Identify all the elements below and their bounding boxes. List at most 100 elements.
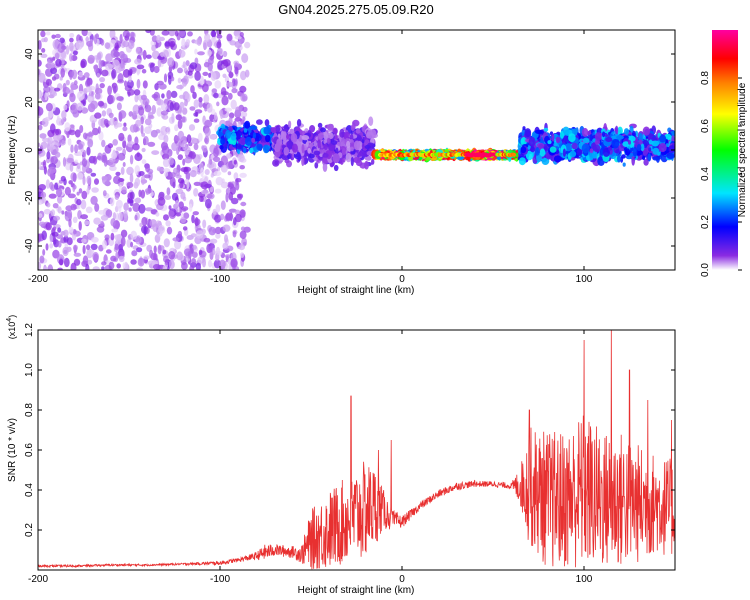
- spectrogram-cell: [202, 257, 206, 268]
- spectrogram-cell: [76, 191, 80, 196]
- spectrogram-cell: [98, 210, 106, 215]
- spectrogram-cell: [63, 257, 70, 268]
- snr-x-ticks: -200 -100 0 100: [28, 330, 593, 585]
- spectrogram-cell: [339, 128, 345, 138]
- spectrogram-cell: [195, 262, 201, 270]
- spectrogram-cell: [222, 73, 227, 79]
- spectrogram-cell: [116, 102, 122, 111]
- spectrogram-cell: [135, 119, 142, 127]
- spectrogram-cell: [45, 78, 53, 86]
- spectrogram-cell: [220, 137, 226, 145]
- spectrogram-cell: [54, 151, 61, 158]
- spectrogram-cell: [115, 251, 119, 260]
- spectrogram-cell: [228, 208, 237, 213]
- spectrogram-cell: [236, 132, 241, 142]
- spectrogram-cell: [309, 153, 315, 159]
- spectrogram-cell: [55, 58, 62, 67]
- spectrogram-cell: [118, 132, 125, 142]
- spectrogram-cell: [217, 47, 223, 55]
- spectrogram-cell: [168, 210, 175, 217]
- spectrogram-cell: [54, 52, 60, 60]
- spectrogram-cell: [54, 87, 61, 92]
- spectrogram-cell: [166, 126, 171, 135]
- spectrogram-cell: [112, 212, 117, 221]
- spectrogram-cell: [113, 85, 117, 94]
- spectrogram-cell: [46, 202, 51, 208]
- snr-multiplier-base: (x10: [7, 322, 17, 340]
- spectrogram-cell: [124, 80, 128, 87]
- spectrogram-cell: [140, 124, 144, 135]
- spectrogram-cell: [320, 127, 326, 133]
- spectrogram-cell: [98, 244, 104, 252]
- spectrogram-cell: [236, 143, 242, 150]
- spectrogram-cell: [212, 228, 217, 234]
- spectrogram-cell: [134, 136, 139, 146]
- spectrogram-cell: [165, 220, 171, 227]
- spectrogram-cell: [102, 175, 110, 185]
- spectrogram-cell: [636, 144, 642, 151]
- spectrogram-cell: [164, 41, 171, 47]
- spectrogram-cell: [177, 154, 183, 161]
- spectrogram-cell: [371, 158, 375, 165]
- spectrogram-cell: [233, 159, 237, 165]
- spectrogram-cell: [593, 144, 601, 153]
- spectrogram-cell: [249, 147, 254, 154]
- spectrogram-cell: [160, 125, 168, 136]
- spectrogram-cell: [167, 57, 175, 67]
- spectrogram-cell: [181, 77, 188, 87]
- spectrogram-cell: [161, 30, 170, 36]
- spectrogram-cell: [174, 239, 182, 250]
- spectrogram-cell: [346, 140, 351, 149]
- spectrogram-cell: [210, 173, 214, 178]
- spectrogram-cell: [234, 209, 241, 215]
- spectrogram-cell: [335, 147, 339, 155]
- spectrogram-cell: [111, 152, 118, 160]
- spectrogram-cell: [652, 147, 660, 155]
- spectrogram-cell: [118, 212, 123, 221]
- spectrogram-cell: [149, 62, 155, 73]
- spectrogram-cell: [213, 156, 221, 163]
- spectrogram-cell: [87, 138, 94, 148]
- spectrogram-cell: [69, 71, 73, 80]
- spectrogram-cell: [94, 112, 102, 119]
- spectrogram-cell: [111, 68, 117, 79]
- spectrogram-cell: [151, 150, 160, 156]
- spectrogram-cell: [602, 147, 610, 157]
- spectrogram-cell: [143, 226, 147, 236]
- spectrogram-cell: [235, 48, 241, 56]
- spectrogram-cell: [212, 248, 216, 256]
- spectrogram-cell: [615, 149, 621, 154]
- spectrogram-cell: [116, 263, 121, 269]
- spectrogram-cell: [192, 244, 197, 250]
- spectrogram-cell: [38, 90, 41, 99]
- spectrogram-cell: [75, 40, 83, 50]
- spectrogram-cell: [228, 191, 234, 201]
- spectrogram-cell: [49, 181, 54, 190]
- spectrogram-cell: [50, 67, 58, 75]
- spectrogram-cell: [230, 258, 238, 268]
- spectrogram-cell: [151, 35, 158, 43]
- spectrogram-cell: [309, 125, 316, 133]
- spectrogram-cell: [56, 134, 63, 140]
- spectrogram-cell: [130, 230, 138, 240]
- spectrogram-cell: [52, 203, 59, 209]
- spectrogram-cell: [568, 133, 576, 143]
- spectrogram-cell: [239, 230, 247, 239]
- spectrogram-cell: [87, 54, 95, 64]
- spectrogram-cell: [350, 146, 354, 152]
- spectrogram-cell: [138, 189, 142, 198]
- spectrogram-cell: [322, 153, 329, 158]
- spectrogram-cell: [185, 39, 191, 45]
- spectrogram-cell: [213, 92, 219, 99]
- spectrogram-cell: [78, 71, 84, 78]
- spectrogram-cell: [81, 158, 88, 167]
- spectrogram-cell: [238, 244, 245, 251]
- spectrogram-cell: [86, 132, 94, 137]
- spectrogram-cell: [91, 236, 99, 243]
- spectrogram-cell: [71, 69, 78, 80]
- spectrogram-cell: [239, 32, 244, 37]
- x-tick-label: 0: [399, 574, 405, 585]
- spectrogram-cell: [256, 119, 263, 125]
- spectrogram-cell: [296, 119, 302, 127]
